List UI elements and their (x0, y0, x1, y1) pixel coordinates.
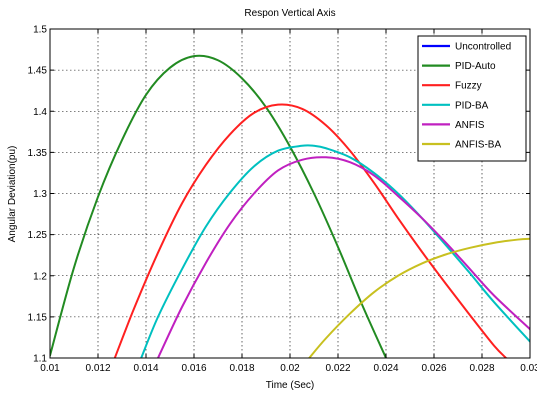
y-tick-label: 1.45 (28, 66, 48, 77)
x-tick-label: 0.016 (181, 363, 206, 374)
legend-box (417, 35, 527, 162)
y-tick-label: 1.25 (28, 230, 48, 241)
y-tick-label: 1.35 (28, 148, 48, 159)
y-tick-label: 1.15 (28, 312, 48, 323)
tick-marks (49, 28, 531, 359)
legend-label-fuzzy: Fuzzy (455, 81, 482, 92)
x-tick-label: 0.024 (373, 363, 398, 374)
x-tick-label: 0.02 (280, 363, 300, 374)
chart-title: Respon Vertical Axis (244, 8, 335, 19)
x-tick-label: 0.022 (325, 363, 350, 374)
x-tick-label: 0.03 (520, 363, 537, 374)
y-tick-label: 1.5 (33, 25, 47, 36)
legend-label-anfis-ba: ANFIS-BA (455, 140, 501, 151)
x-tick-label: 0.012 (85, 363, 110, 374)
x-tick-label: 0.026 (421, 363, 446, 374)
series-line-anfis (157, 156, 530, 358)
y-axis-title: Angular Deviation(pu) (7, 146, 18, 243)
legend: Uncontrolled PID-Auto Fuzzy PID-BA ANFIS ANFI… (417, 35, 527, 162)
x-tick-label: 0.014 (133, 363, 158, 374)
y-tick-label: 1.1 (33, 354, 47, 365)
legend-label-uncontrolled: Uncontrolled (455, 42, 511, 53)
legend-label-anfis: ANFIS (455, 120, 485, 131)
series-line-anfis-ba (308, 237, 530, 358)
legend-label-pid-auto: PID-Auto (455, 61, 496, 72)
y-tick-label: 1.2 (33, 271, 47, 282)
series-line-pid-auto (50, 54, 387, 358)
x-tick-label: 0.01 (40, 363, 60, 374)
x-tick-label: 0.028 (469, 363, 494, 374)
y-tick-labels: 1.1 1.15 1.2 1.25 1.3 1.35 1.4 1.45 1.5 (28, 25, 48, 365)
series-line-pid-ba (140, 144, 530, 358)
series-lines (50, 54, 530, 358)
x-tick-label: 0.018 (229, 363, 254, 374)
y-tick-label: 1.4 (33, 107, 47, 118)
x-axis-title: Time (Sec) (266, 380, 315, 391)
y-tick-label: 1.3 (33, 189, 47, 200)
x-tick-labels: 0.01 0.012 0.014 0.016 0.018 0.02 0.022 0.024 0.… (40, 363, 537, 374)
legend-label-pid-ba: PID-BA (455, 100, 489, 111)
series-line-fuzzy (113, 103, 507, 358)
